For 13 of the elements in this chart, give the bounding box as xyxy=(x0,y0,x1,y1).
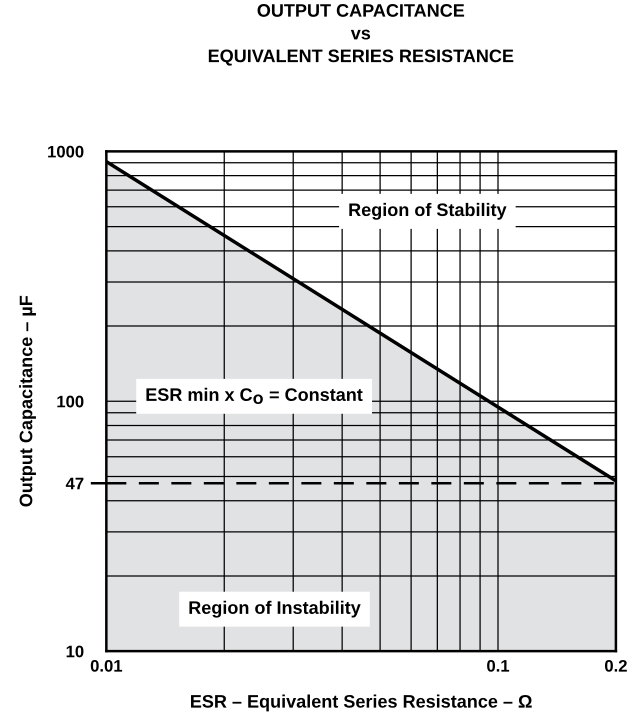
x-axis-title: ESR – Equivalent Series Resistance – Ω xyxy=(191,694,532,712)
x-tick-label: 0.01 xyxy=(90,660,122,672)
annotation: Region of Instability xyxy=(189,600,361,618)
x-tick-label: 0.1 xyxy=(487,660,510,672)
annotation: Region of Stability xyxy=(349,202,507,220)
y-tick-label: 10 xyxy=(66,646,84,658)
y-tick-label: 47 xyxy=(66,478,84,490)
chart-title: OUTPUT CAPACITANCE vs EQUIVALENT SERIES RESISTANCE xyxy=(208,4,514,66)
y-tick-label: 100 xyxy=(57,396,84,408)
y-axis-title: Output Capacitance – µF xyxy=(19,296,36,507)
annotation: ESR min x C$_{O}$ = Constant xyxy=(146,388,363,404)
y-tick-label: 1000 xyxy=(48,146,84,158)
x-tick-label: 0.2 xyxy=(604,660,627,672)
